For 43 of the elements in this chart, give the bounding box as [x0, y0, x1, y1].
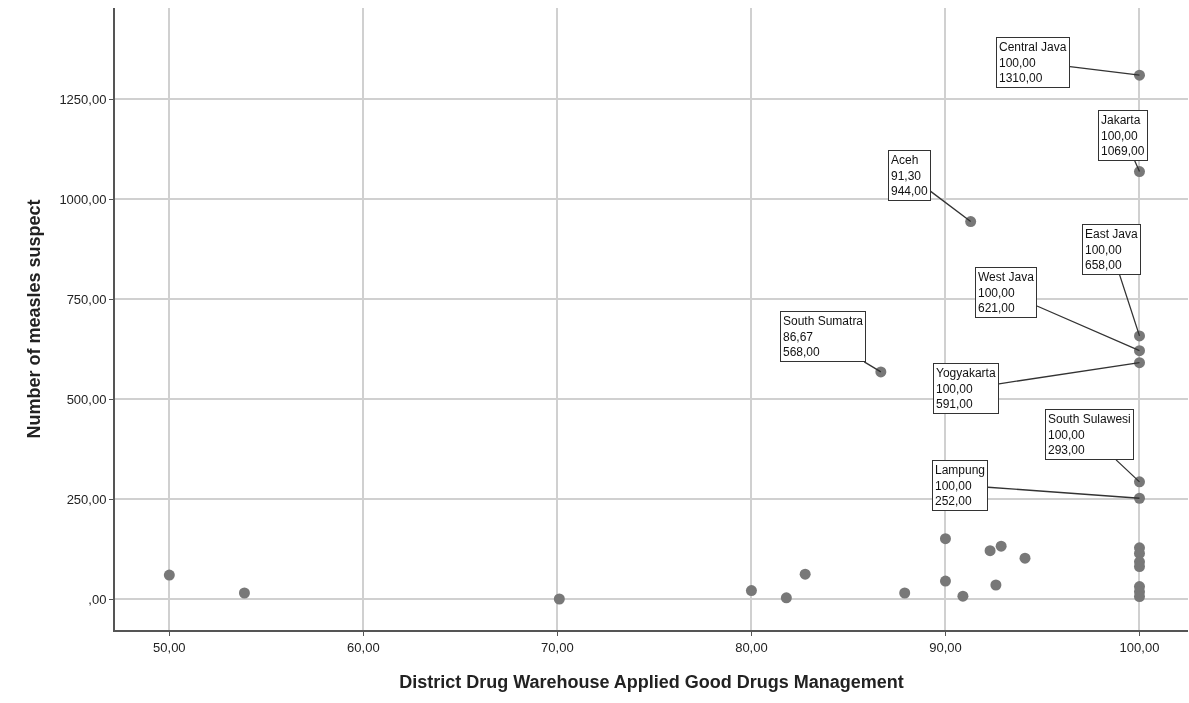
- point: [799, 568, 811, 580]
- annotation: Jakarta 100,00 1069,00: [1101, 113, 1145, 159]
- point: [899, 587, 911, 599]
- point: [1133, 69, 1145, 81]
- point: [1133, 345, 1145, 357]
- annotation: South Sumatra 86,67 568,00: [783, 314, 864, 360]
- y-tick-label: 500,00: [66, 391, 107, 407]
- point: [984, 545, 996, 557]
- annotation: Aceh 91,30 944,00: [891, 153, 929, 199]
- annotation: South Sulawesi 100,00 293,00: [1048, 412, 1131, 458]
- point: [553, 593, 565, 605]
- y-tick-label: 1250,00: [59, 91, 107, 107]
- point: [1019, 552, 1031, 564]
- point: [957, 590, 969, 602]
- point: [745, 585, 757, 597]
- annotation: East Java 100,00 658,00: [1085, 227, 1139, 273]
- point: [939, 533, 951, 545]
- point: [990, 579, 1002, 591]
- x-tick-label: 100,00: [1119, 639, 1160, 655]
- x-tick-label: 80,00: [735, 639, 768, 655]
- y-tick-label: 1000,00: [59, 191, 107, 207]
- y-tick-label: 750,00: [66, 291, 107, 307]
- x-tick-label: 50,00: [153, 639, 186, 655]
- x-tick-label: 60,00: [347, 639, 380, 655]
- point: [1133, 357, 1145, 369]
- x-axis-title: District Drug Warehouse Applied Good Drugs Management: [399, 672, 904, 693]
- annotation: Lampung 100,00 252,00: [935, 463, 986, 509]
- point: [1133, 166, 1145, 178]
- y-axis-title: Number of measles suspect: [24, 199, 45, 439]
- point: [780, 592, 792, 604]
- point: [238, 587, 250, 599]
- point: [1133, 330, 1145, 342]
- point: [939, 575, 951, 587]
- x-tick-label: 90,00: [929, 639, 962, 655]
- annotation: Central Java 100,00 1310,00: [999, 40, 1067, 86]
- y-tick-label: ,00: [88, 591, 107, 607]
- point: [163, 569, 175, 581]
- point: [995, 540, 1007, 552]
- annotation: West Java 100,00 621,00: [978, 270, 1035, 316]
- point: [965, 216, 977, 228]
- x-tick-label: 70,00: [541, 639, 574, 655]
- y-tick-label: 250,00: [66, 491, 107, 507]
- annotation: Yogyakarta 100,00 591,00: [936, 366, 996, 412]
